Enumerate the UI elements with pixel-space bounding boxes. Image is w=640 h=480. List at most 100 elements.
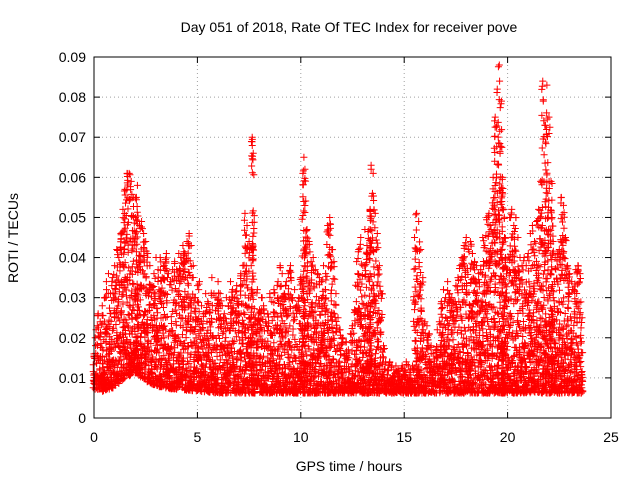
- data-point: [125, 323, 133, 331]
- data-point: [181, 258, 189, 266]
- data-point-peak: [291, 286, 299, 294]
- data-point: [166, 345, 174, 353]
- data-point: [135, 306, 143, 314]
- data-point: [154, 327, 162, 335]
- data-point: [162, 259, 170, 267]
- data-point: [140, 238, 148, 246]
- data-point: [458, 272, 466, 280]
- data-point: [112, 321, 120, 329]
- data-point: [121, 224, 129, 232]
- data-point: [108, 335, 116, 343]
- data-point: [102, 339, 110, 347]
- data-point-peak: [119, 205, 127, 213]
- data-point: [316, 311, 324, 319]
- data-point: [160, 352, 168, 360]
- data-point: [176, 337, 184, 345]
- data-point: [133, 233, 141, 241]
- data-point: [151, 299, 159, 307]
- data-point: [105, 304, 113, 312]
- data-point: [102, 329, 110, 337]
- data-point: [135, 324, 143, 332]
- data-point-peak: [125, 169, 133, 177]
- data-markers: [90, 62, 587, 397]
- data-point-peak: [144, 250, 152, 258]
- data-point: [110, 270, 118, 278]
- data-point: [479, 325, 487, 333]
- data-point: [274, 313, 282, 321]
- data-point: [96, 365, 104, 373]
- data-point-peak: [127, 177, 135, 185]
- data-point-peak: [156, 254, 164, 262]
- y-tick-label: 0.03: [59, 290, 86, 306]
- data-point: [170, 360, 178, 368]
- data-point: [128, 212, 136, 220]
- data-point: [143, 258, 151, 266]
- data-point: [124, 281, 132, 289]
- data-point: [147, 293, 155, 301]
- data-point: [164, 274, 172, 282]
- data-point: [119, 300, 127, 308]
- data-point: [132, 228, 140, 236]
- data-point: [365, 324, 373, 332]
- data-point: [335, 357, 343, 365]
- data-point: [132, 248, 140, 256]
- data-point: [181, 265, 189, 273]
- data-point: [182, 334, 190, 342]
- data-point: [122, 199, 130, 207]
- data-point: [411, 255, 419, 263]
- data-point: [298, 215, 306, 223]
- data-point: [128, 263, 136, 271]
- data-point: [166, 350, 174, 358]
- data-point: [126, 195, 134, 203]
- data-point: [178, 376, 186, 384]
- data-point: [147, 348, 155, 356]
- data-point: [117, 349, 125, 357]
- axis-ticks: 00.010.020.030.040.050.060.070.080.090 5 1…: [59, 49, 619, 445]
- data-point: [286, 266, 294, 274]
- x-tick-label: 0: [90, 429, 98, 445]
- data-point: [107, 317, 115, 325]
- data-point: [350, 329, 358, 337]
- data-point: [123, 322, 131, 330]
- data-point: [111, 284, 119, 292]
- data-point: [145, 288, 153, 296]
- data-point: [136, 296, 144, 304]
- data-point: [356, 240, 364, 248]
- data-point: [155, 349, 163, 357]
- data-point: [164, 332, 172, 340]
- data-point: [135, 371, 143, 379]
- data-point: [132, 338, 140, 346]
- data-point-peak: [266, 290, 274, 298]
- data-point: [133, 240, 141, 248]
- data-point: [120, 315, 128, 323]
- data-point-peak: [104, 270, 112, 278]
- data-point-peak: [115, 254, 123, 262]
- series-roti: [90, 62, 587, 397]
- data-point: [437, 320, 445, 328]
- data-point: [460, 253, 468, 261]
- data-point: [184, 281, 192, 289]
- data-point: [93, 340, 101, 348]
- data-point: [94, 324, 102, 332]
- y-tick-label: 0.02: [59, 330, 86, 346]
- data-point: [154, 336, 162, 344]
- data-point: [114, 298, 122, 306]
- data-point: [102, 293, 110, 301]
- data-point: [144, 356, 152, 364]
- data-point: [439, 303, 447, 311]
- data-point-peak: [264, 310, 272, 318]
- data-point: [124, 205, 132, 213]
- data-point-peak: [415, 217, 423, 225]
- data-point: [158, 356, 166, 364]
- data-point-peak: [142, 238, 150, 246]
- data-point: [325, 226, 333, 234]
- data-point-peak: [183, 238, 191, 246]
- data-point: [163, 291, 171, 299]
- data-point-peak: [417, 246, 425, 254]
- data-point: [129, 360, 137, 368]
- data-point: [177, 380, 185, 388]
- data-point: [133, 290, 141, 298]
- data-point: [154, 309, 162, 317]
- data-point: [324, 328, 332, 336]
